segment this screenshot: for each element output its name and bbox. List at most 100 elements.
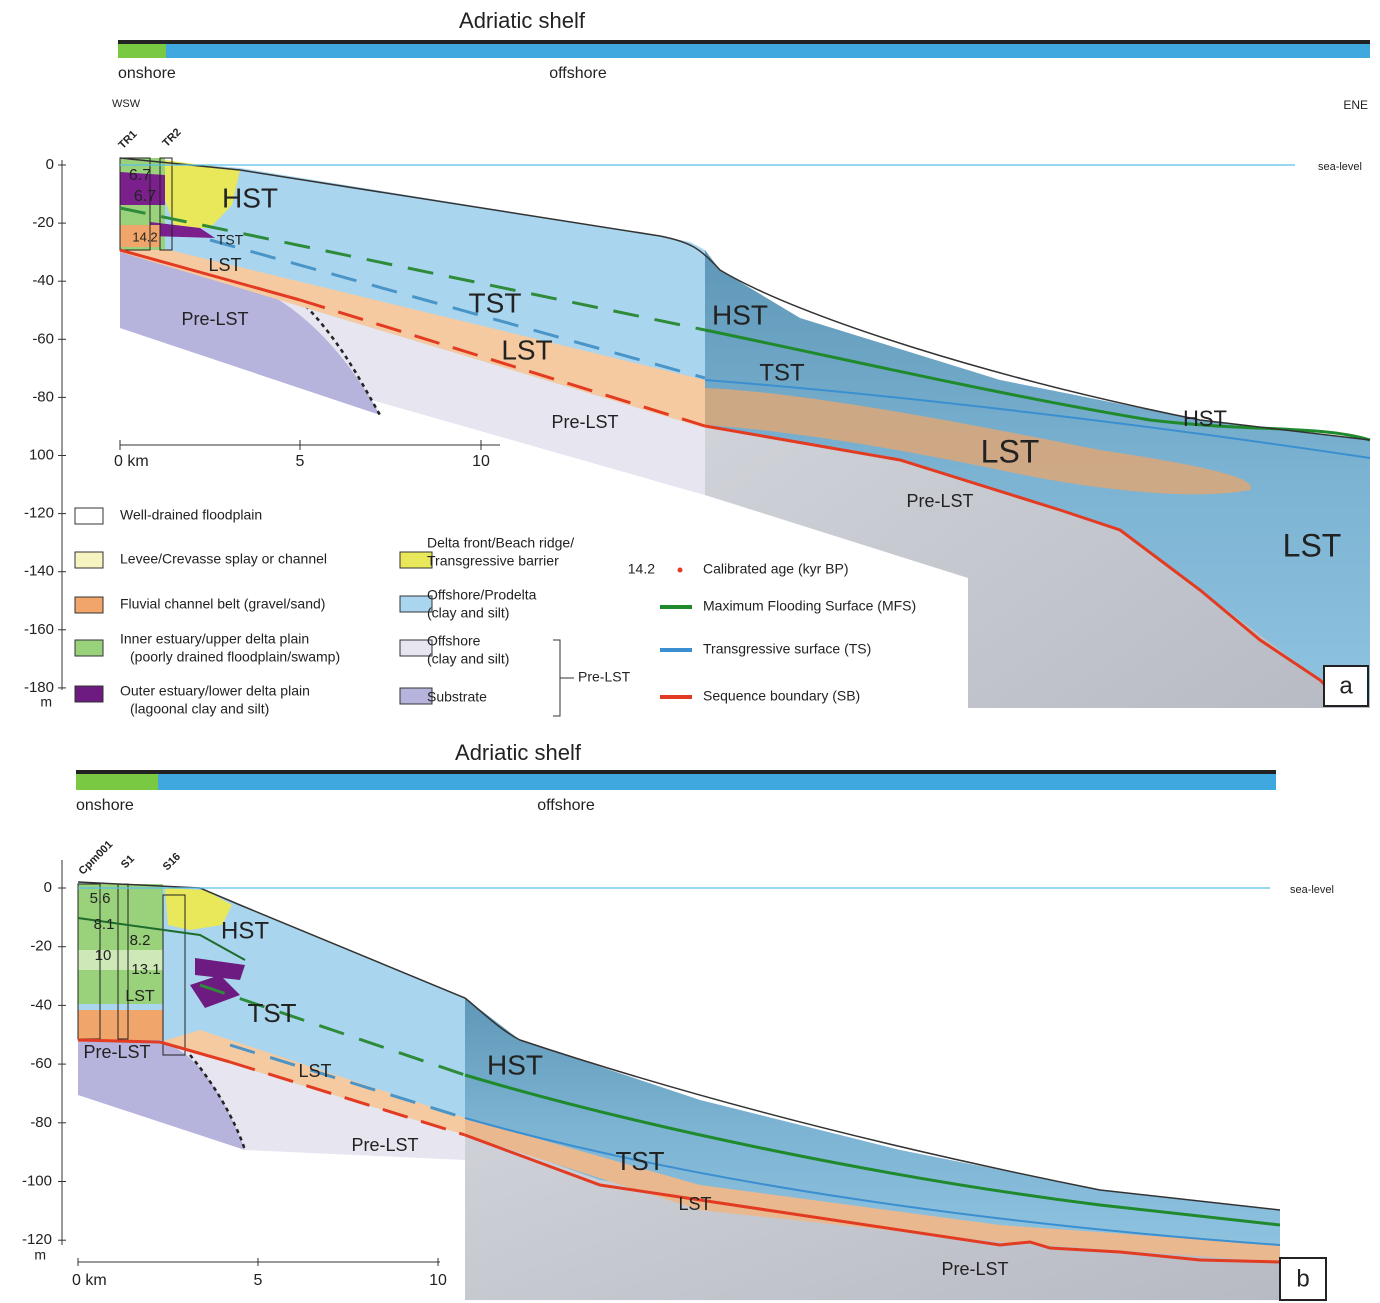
onshore-label: onshore — [118, 65, 176, 82]
page: { "panel_a": { "title": "Adriatic shelf"… — [0, 0, 1380, 1303]
unit-label: HST — [222, 182, 278, 213]
unit-label: Pre-LST — [181, 309, 248, 329]
swatch — [75, 597, 103, 613]
distance-tick-label: 5 — [254, 1272, 263, 1289]
unit-label: TST — [615, 1146, 664, 1176]
depth-tick-label: -60 — [32, 330, 54, 347]
legend-label: Well-drained floodplain — [120, 507, 262, 523]
depth-tick-label: -80 — [30, 1114, 52, 1131]
depth-unit: m — [40, 694, 52, 710]
unit-label: LST — [1283, 527, 1342, 563]
panel-label: a — [1339, 672, 1353, 699]
distance-tick-label: 10 — [429, 1272, 447, 1289]
legend-label: (poorly drained floodplain/swamp) — [130, 649, 340, 665]
unit-label: Pre-LST — [351, 1135, 418, 1155]
figure: Adriatic shelf onshore offshore WSW ENE TR1 TR… — [0, 0, 1380, 1303]
swatch — [75, 552, 103, 568]
age-label: 6.7 — [134, 188, 156, 205]
legend-bracket-label: Pre-LST — [578, 669, 631, 685]
legend-label: (clay and silt) — [427, 605, 509, 621]
unit-label: Pre-LST — [906, 491, 973, 511]
age-label: 5.6 — [90, 890, 111, 907]
sea-level-label: sea-level — [1290, 884, 1334, 896]
unit-label: HST — [221, 917, 269, 944]
depth-tick-label: 100 — [29, 446, 54, 463]
unit-label: Pre-LST — [941, 1259, 1008, 1279]
age-label: 8.2 — [130, 932, 151, 949]
legend-label: Substrate — [427, 689, 487, 705]
depth-tick-label: -40 — [30, 996, 52, 1013]
panel-label: b — [1296, 1265, 1309, 1292]
unit-label: LST — [298, 1061, 331, 1081]
offshore-bar — [166, 44, 1370, 58]
panel-title: Adriatic shelf — [455, 740, 582, 765]
offshore-bar — [158, 774, 1276, 790]
legend-age-example: 14.2 — [628, 561, 655, 577]
age-label: 13.1 — [131, 961, 160, 978]
fluvial — [78, 1010, 163, 1040]
legend-label: Transgressive barrier — [427, 553, 559, 569]
core-label: TR1 — [116, 128, 139, 151]
direction-label: ENE — [1343, 98, 1368, 112]
unit-label: LST — [678, 1194, 711, 1214]
offshore-label: offshore — [549, 65, 607, 82]
depth-tick-label: 0 — [46, 156, 54, 173]
depth-tick-label: -60 — [30, 1055, 52, 1072]
depth-tick-label: -80 — [32, 388, 54, 405]
panel-b — [62, 770, 1326, 1300]
panel-a — [62, 40, 1370, 716]
legend-label: (lagoonal clay and silt) — [130, 701, 269, 717]
depth-tick-label: 0 — [44, 879, 52, 896]
offshore-label: offshore — [537, 797, 595, 814]
depth-unit: m — [34, 1247, 46, 1263]
shelf-bar — [76, 770, 1276, 774]
depth-tick-label: -120 — [22, 1231, 52, 1248]
unit-label: HST — [487, 1049, 543, 1080]
onshore-bar — [76, 774, 158, 790]
legend-label: Maximum Flooding Surface (MFS) — [703, 598, 916, 614]
legend-label: Offshore — [427, 633, 481, 649]
legend-label: Levee/Crevasse splay or channel — [120, 551, 327, 567]
depth-tick-label: -120 — [24, 505, 54, 522]
core-label: Cpm001 — [77, 839, 116, 878]
onshore-label: onshore — [76, 797, 134, 814]
legend-label: Offshore/Prodelta — [427, 587, 537, 603]
unit-label: LST — [501, 334, 552, 365]
swatch — [75, 686, 103, 702]
legend-label: Sequence boundary (SB) — [703, 688, 860, 704]
swatch — [75, 508, 103, 524]
depth-tick-label: -100 — [22, 1172, 52, 1189]
direction-label: WSW — [112, 98, 141, 110]
unit-label: Pre-LST — [83, 1042, 150, 1062]
unit-label: HST — [712, 299, 768, 330]
legend-label: Transgressive surface (TS) — [703, 641, 871, 657]
onshore-bar — [118, 44, 166, 58]
legend-label: (clay and silt) — [427, 651, 509, 667]
distance-tick-label: 5 — [296, 453, 305, 470]
shelf-bar — [118, 40, 1370, 44]
depth-tick-label: -40 — [32, 272, 54, 289]
sea-level-label: sea-level — [1318, 161, 1362, 173]
unit-label: TST — [759, 359, 805, 386]
legend-label: Outer estuary/lower delta plain — [120, 683, 310, 699]
core-label: S1 — [119, 853, 137, 871]
age-label: 14.2 — [132, 229, 157, 244]
distance-tick-label: 0 km — [72, 1272, 107, 1289]
unit-label: LST — [125, 988, 155, 1005]
unit-label: TST — [469, 287, 522, 318]
legend-label: Inner estuary/upper delta plain — [120, 631, 309, 647]
unit-label: LST — [981, 433, 1040, 469]
unit-label: TST — [247, 998, 296, 1028]
age-dot — [678, 568, 683, 573]
core-label: TR2 — [160, 126, 183, 149]
age-label: 10 — [95, 947, 112, 964]
age-label: 8.1 — [94, 916, 115, 933]
depth-tick-label: -160 — [24, 621, 54, 638]
depth-tick-label: -140 — [24, 563, 54, 580]
unit-label: HST — [1183, 406, 1227, 431]
depth-tick-label: -20 — [32, 214, 54, 231]
legend-label: Calibrated age (kyr BP) — [703, 561, 849, 577]
distance-tick-label: 0 km — [114, 453, 149, 470]
unit-label: Pre-LST — [551, 412, 618, 432]
panel-title: Adriatic shelf — [459, 8, 586, 33]
